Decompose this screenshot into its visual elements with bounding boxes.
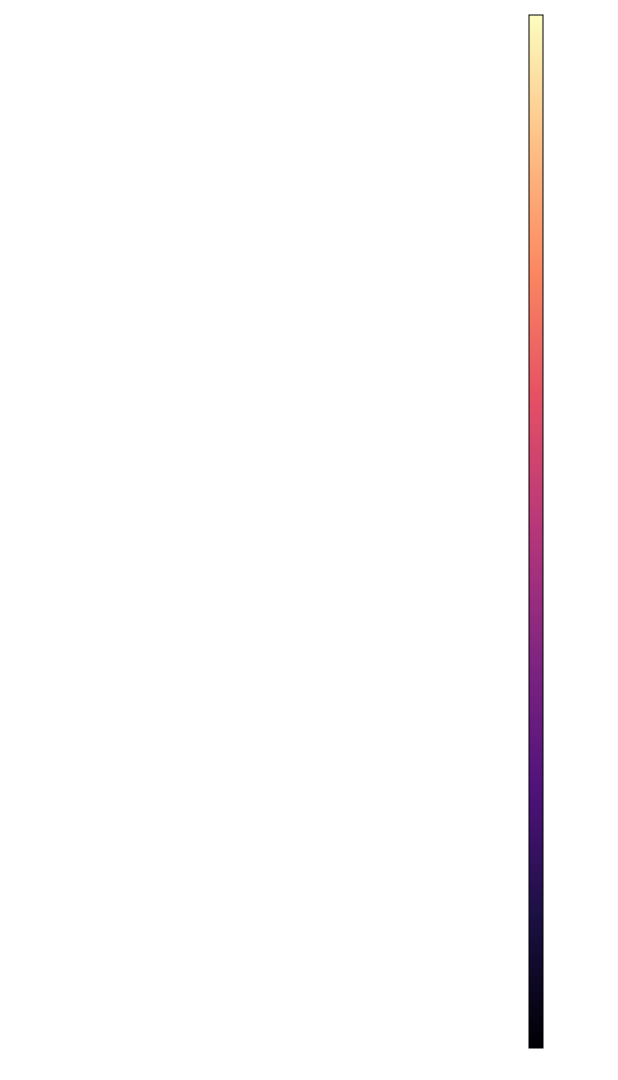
colorbar	[528, 14, 544, 1049]
colorbar-gradient	[528, 14, 544, 1049]
